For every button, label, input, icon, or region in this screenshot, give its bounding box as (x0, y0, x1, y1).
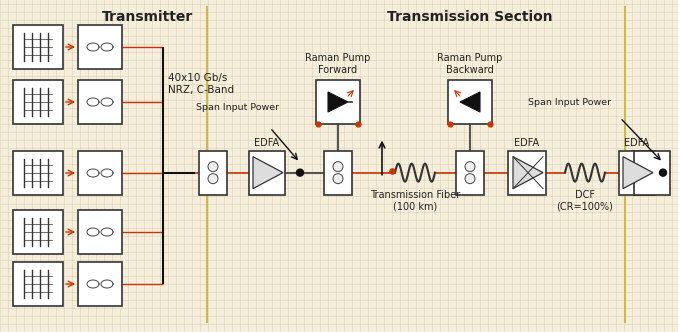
Bar (634, 151, 670, 195)
Bar (78, 80, 122, 124)
Text: EDFA: EDFA (254, 138, 279, 148)
Text: EDFA: EDFA (515, 138, 540, 148)
Text: Transmission Fiber
(100 km): Transmission Fiber (100 km) (370, 190, 460, 211)
Text: Raman Pump
Backward: Raman Pump Backward (437, 53, 502, 75)
Bar (13, 210, 63, 254)
Polygon shape (460, 92, 480, 112)
Polygon shape (328, 92, 348, 112)
Polygon shape (513, 157, 543, 189)
Bar (78, 262, 122, 306)
Circle shape (465, 174, 475, 184)
Point (386, 168, 397, 173)
Bar (456, 151, 484, 195)
Bar (13, 262, 63, 306)
Bar (448, 80, 492, 124)
Bar (619, 151, 655, 195)
Bar (324, 151, 352, 195)
Bar (13, 80, 63, 124)
Text: DCF
(CR=100%): DCF (CR=100%) (557, 190, 614, 211)
Circle shape (208, 174, 218, 184)
Circle shape (208, 162, 218, 172)
Bar (13, 25, 63, 69)
Text: Transmission Section: Transmission Section (387, 10, 553, 24)
Text: 40x10 Gb/s
NRZ, C-Band: 40x10 Gb/s NRZ, C-Band (168, 73, 234, 95)
Point (445, 121, 456, 126)
Point (313, 121, 323, 126)
Bar (78, 151, 122, 195)
Bar (78, 210, 122, 254)
Point (353, 121, 363, 126)
Polygon shape (253, 157, 283, 189)
Text: Raman Pump
Forward: Raman Pump Forward (305, 53, 371, 75)
Bar (13, 151, 63, 195)
Bar (249, 151, 285, 195)
Bar (508, 151, 546, 195)
Circle shape (465, 162, 475, 172)
Text: EDFA: EDFA (624, 138, 650, 148)
Bar (316, 80, 360, 124)
Circle shape (333, 162, 343, 172)
Circle shape (333, 174, 343, 184)
Circle shape (296, 169, 304, 176)
Polygon shape (623, 157, 653, 189)
Text: Span Input Power: Span Input Power (528, 98, 612, 107)
Bar (78, 25, 122, 69)
Text: Span Input Power: Span Input Power (197, 103, 279, 112)
Circle shape (660, 169, 666, 176)
Text: Transmitter: Transmitter (102, 10, 194, 24)
Bar (199, 151, 227, 195)
Point (485, 121, 496, 126)
